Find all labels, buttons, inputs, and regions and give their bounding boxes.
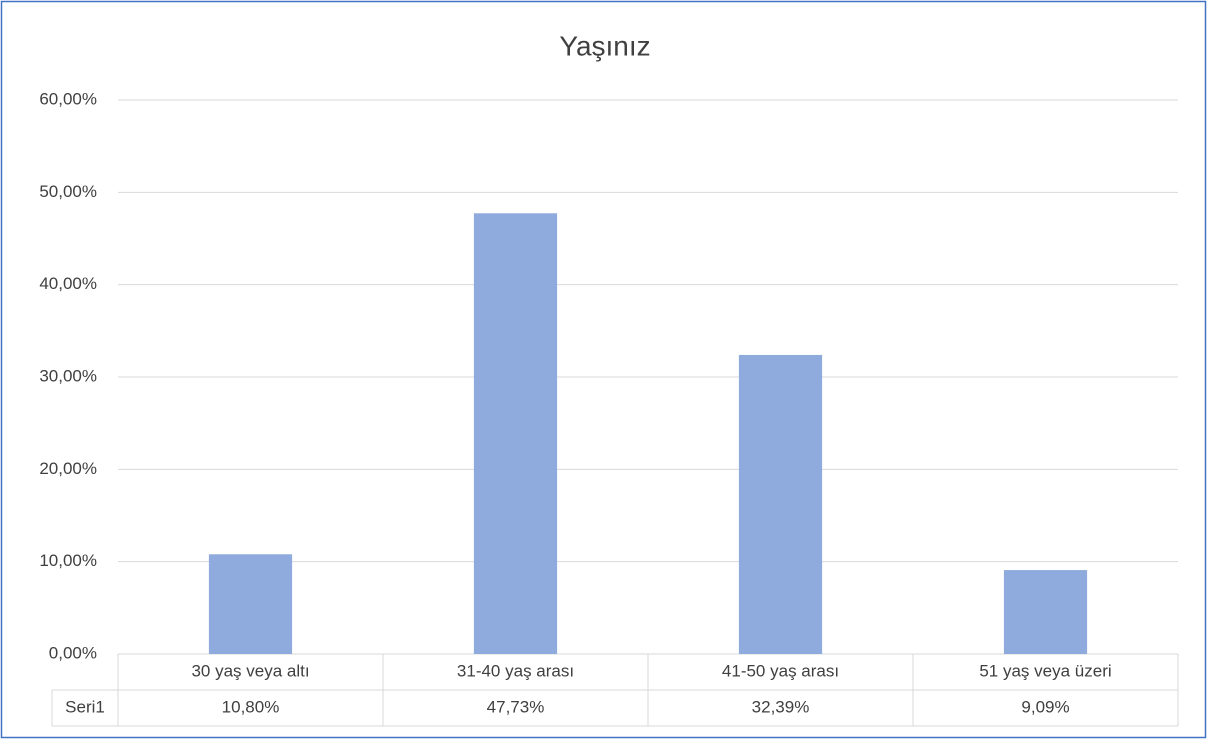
chart-title: Yaşınız — [559, 30, 650, 61]
x-tick-label: 41-50 yaş arası — [722, 661, 839, 680]
table-value: 32,39% — [752, 697, 810, 716]
table-value: 47,73% — [487, 697, 545, 716]
x-tick-label: 51 yaş veya üzeri — [979, 661, 1111, 680]
bar — [1003, 570, 1088, 654]
table-value: 10,80% — [222, 697, 280, 716]
y-tick-label: 30,00% — [39, 366, 97, 385]
y-tick-label: 20,00% — [39, 459, 97, 478]
x-tick-label: 30 yaş veya altı — [191, 661, 309, 680]
bar — [208, 554, 293, 654]
table-value: 9,09% — [1021, 697, 1069, 716]
x-tick-label: 31-40 yaş arası — [457, 661, 574, 680]
bar — [738, 354, 823, 654]
y-tick-label: 0,00% — [49, 643, 97, 662]
y-tick-label: 40,00% — [39, 274, 97, 293]
legend-label: Seri1 — [65, 697, 105, 716]
y-tick-label: 60,00% — [39, 89, 97, 108]
bar — [473, 213, 558, 654]
y-tick-label: 10,00% — [39, 551, 97, 570]
y-tick-label: 50,00% — [39, 182, 97, 201]
